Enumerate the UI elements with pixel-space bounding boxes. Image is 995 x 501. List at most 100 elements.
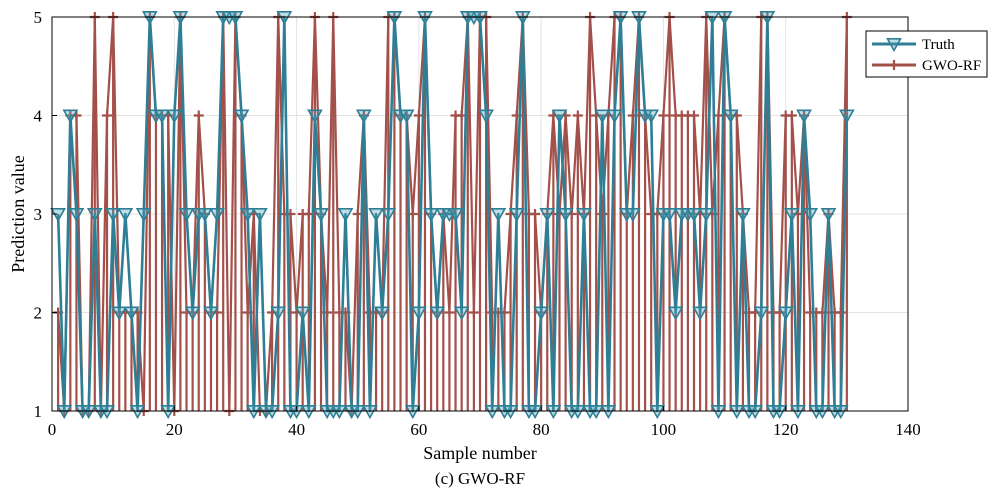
truth-point: [472, 11, 488, 26]
legend-label-truth: Truth: [922, 37, 955, 53]
truth-point: [423, 208, 439, 223]
legend-marker-gwo-rf: [889, 60, 899, 70]
truth-point: [111, 306, 128, 321]
truth-point: [698, 208, 715, 223]
truth-point: [502, 404, 519, 420]
series-truth: [50, 11, 855, 420]
truth-point: [239, 208, 256, 223]
truth-point: [728, 404, 745, 420]
truth-point: [178, 208, 195, 223]
truth-point: [209, 208, 225, 223]
truth-point: [270, 306, 287, 321]
truth-point: [166, 109, 183, 124]
legend-item-gwo-rf: GWO-RF: [872, 58, 981, 74]
truth-point: [478, 109, 494, 124]
truth-point: [576, 208, 592, 223]
truth-point: [594, 109, 611, 124]
gwo-rf-point: [468, 307, 479, 318]
truth-point: [557, 208, 574, 223]
gwo-rf-point: [572, 110, 583, 121]
truth-point: [203, 306, 219, 321]
gwo-rf-point: [444, 307, 455, 318]
truth-point: [355, 109, 372, 124]
legend-plus-marker-icon: [889, 60, 899, 70]
gwo-rf-point: [530, 209, 541, 219]
truth-point: [56, 404, 73, 420]
truth-point: [631, 11, 647, 26]
truth-point: [514, 11, 531, 26]
truth-point: [300, 404, 317, 420]
truth-point: [820, 208, 837, 223]
gwo-rf-point: [786, 110, 797, 121]
truth-point: [362, 404, 378, 420]
truth-point: [184, 306, 201, 321]
truth-point: [569, 404, 586, 420]
x-tick-label: 60: [410, 420, 427, 439]
truth-point: [814, 404, 831, 420]
truth-point: [313, 208, 329, 223]
x-tick-label: 100: [651, 420, 677, 439]
truth-point: [404, 404, 421, 420]
y-tick-label: 1: [34, 402, 43, 421]
truth-point: [62, 109, 79, 124]
gwo-rf-point: [193, 110, 204, 121]
truth-point: [245, 404, 262, 420]
truth-point: [612, 11, 629, 26]
truth-point: [649, 404, 666, 420]
truth-point: [661, 208, 678, 223]
legend-label-gwo-rf: GWO-RF: [922, 58, 981, 74]
truth-point: [141, 11, 158, 26]
x-tick-label: 120: [773, 420, 799, 439]
truth-point: [105, 208, 122, 223]
truth-point: [331, 404, 348, 420]
tick-layer: 0 20 40 60 80 100 120 140 1 2 3 4 5: [34, 8, 921, 439]
truth-point: [545, 404, 562, 420]
truth-point: [80, 404, 97, 420]
legend-box: [865, 30, 988, 78]
x-axis-label: Sample number: [423, 443, 536, 463]
truth-point: [588, 404, 605, 420]
truth-point: [196, 208, 213, 223]
truth-point: [704, 11, 721, 26]
gwo-rf-point: [689, 110, 699, 121]
truth-point: [337, 208, 354, 223]
gwo-rf-point: [102, 110, 113, 121]
y-tick-label: 3: [34, 205, 43, 224]
series-layer: [50, 11, 855, 420]
truth-point: [716, 11, 733, 26]
truth-point: [527, 404, 543, 420]
truth-point: [429, 306, 446, 321]
truth-point: [539, 208, 556, 223]
truth-point: [368, 208, 384, 223]
truth-point: [832, 404, 849, 420]
truth-point: [643, 109, 660, 124]
truth-point: [771, 404, 788, 420]
figure-caption: (c) GWO-RF: [435, 469, 525, 488]
x-tick-label: 0: [48, 420, 57, 439]
truth-point: [154, 109, 170, 124]
truth-point: [417, 11, 433, 26]
x-tick-label: 140: [895, 420, 921, 439]
truth-point: [490, 208, 507, 223]
truth-point: [264, 404, 280, 420]
truth-point: [777, 306, 794, 321]
truth-point: [692, 306, 708, 321]
truth-point: [600, 404, 617, 420]
legend: Truth GWO-RF: [865, 30, 988, 78]
truth-point: [227, 11, 244, 26]
y-tick-label: 5: [34, 8, 43, 27]
truth-point: [710, 404, 727, 420]
truth-point: [276, 11, 293, 26]
truth-point: [759, 11, 776, 26]
truth-point: [252, 208, 268, 223]
truth-point: [398, 109, 415, 124]
truth-point: [50, 208, 66, 223]
truth-point: [790, 404, 806, 420]
truth-point: [722, 109, 739, 124]
legend-triangle-marker-icon: [886, 37, 902, 53]
truth-point: [123, 306, 140, 321]
truth-point: [288, 404, 305, 420]
gwo-rf-point: [658, 110, 669, 121]
truth-point: [667, 306, 684, 321]
